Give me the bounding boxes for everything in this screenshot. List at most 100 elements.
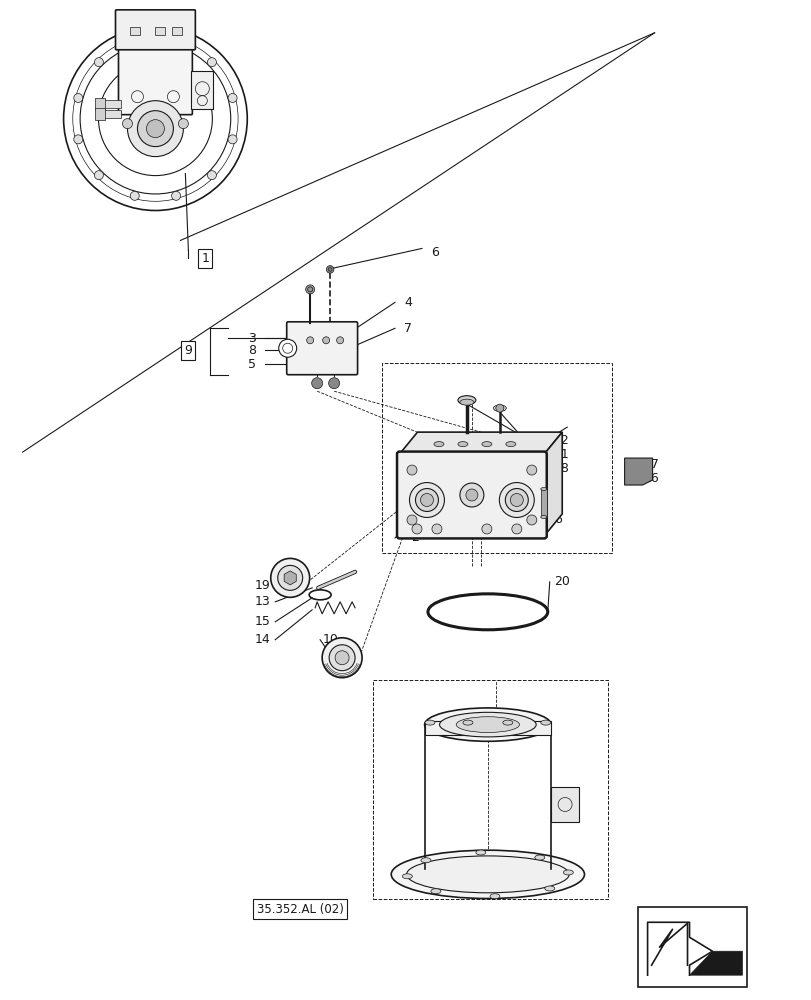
Circle shape (127, 101, 183, 157)
Text: 7: 7 (404, 322, 411, 335)
Circle shape (335, 651, 349, 665)
Circle shape (328, 645, 354, 671)
Circle shape (406, 515, 417, 525)
Bar (637, 907, 746, 987)
Ellipse shape (433, 442, 444, 447)
Bar (155, 27, 165, 35)
Circle shape (409, 483, 444, 517)
Circle shape (526, 515, 536, 525)
Text: 1: 1 (201, 252, 209, 265)
Bar (540, 489, 546, 517)
Ellipse shape (544, 886, 554, 891)
Ellipse shape (457, 396, 475, 405)
Text: 17: 17 (643, 458, 659, 471)
Bar (131, 27, 140, 35)
Circle shape (146, 120, 164, 138)
Circle shape (122, 119, 132, 129)
Circle shape (322, 638, 362, 678)
Polygon shape (689, 951, 741, 975)
Circle shape (326, 266, 333, 273)
Text: 12: 12 (553, 434, 569, 447)
Ellipse shape (475, 850, 485, 855)
Ellipse shape (493, 405, 506, 411)
Circle shape (499, 483, 534, 517)
Text: 15: 15 (254, 615, 270, 628)
Ellipse shape (540, 488, 546, 491)
Circle shape (270, 558, 309, 597)
Ellipse shape (534, 855, 544, 860)
Polygon shape (543, 432, 561, 536)
Circle shape (459, 483, 483, 507)
Text: 8: 8 (248, 344, 256, 357)
Ellipse shape (424, 708, 551, 741)
Circle shape (278, 339, 296, 357)
Circle shape (228, 93, 237, 102)
Circle shape (411, 524, 422, 534)
Circle shape (481, 524, 491, 534)
Ellipse shape (489, 894, 500, 899)
Ellipse shape (456, 717, 519, 733)
Circle shape (511, 524, 521, 534)
Circle shape (94, 58, 103, 67)
Bar (101, 100, 122, 108)
Bar (551, 787, 578, 822)
Ellipse shape (563, 870, 573, 875)
FancyBboxPatch shape (115, 10, 195, 50)
Text: 5: 5 (248, 358, 256, 371)
Polygon shape (399, 432, 561, 454)
Ellipse shape (424, 720, 435, 725)
Text: 19: 19 (254, 579, 270, 592)
Circle shape (322, 337, 329, 344)
Ellipse shape (502, 720, 513, 725)
Ellipse shape (457, 442, 467, 447)
Text: 9: 9 (184, 344, 192, 357)
Circle shape (415, 489, 438, 511)
Bar (94, 98, 105, 110)
Circle shape (171, 191, 180, 200)
Circle shape (277, 565, 303, 590)
Circle shape (496, 404, 503, 412)
Bar (372, 680, 607, 899)
Ellipse shape (540, 515, 546, 518)
Circle shape (137, 111, 174, 147)
Circle shape (307, 337, 313, 344)
Circle shape (74, 93, 83, 102)
Text: 10: 10 (322, 633, 337, 646)
Circle shape (130, 37, 139, 46)
Text: 6: 6 (553, 513, 561, 526)
Polygon shape (284, 571, 296, 585)
Polygon shape (624, 458, 652, 485)
Text: 13: 13 (254, 595, 270, 608)
Ellipse shape (391, 850, 584, 899)
Circle shape (94, 171, 103, 180)
Ellipse shape (505, 442, 515, 447)
Ellipse shape (481, 442, 491, 447)
FancyBboxPatch shape (397, 452, 546, 538)
Circle shape (228, 135, 237, 144)
Circle shape (406, 465, 417, 475)
FancyBboxPatch shape (286, 322, 357, 375)
Circle shape (328, 378, 339, 389)
Circle shape (207, 58, 217, 67)
FancyBboxPatch shape (118, 48, 192, 115)
Ellipse shape (462, 720, 472, 725)
Circle shape (420, 494, 433, 506)
Circle shape (509, 494, 522, 506)
Circle shape (337, 337, 343, 344)
Circle shape (305, 285, 315, 294)
Text: 16: 16 (643, 472, 659, 485)
Text: 11: 11 (553, 448, 569, 461)
Circle shape (526, 465, 536, 475)
Ellipse shape (459, 399, 474, 405)
Ellipse shape (406, 856, 569, 893)
Bar (94, 108, 105, 120)
Circle shape (171, 37, 180, 46)
Text: 18: 18 (553, 462, 569, 475)
Text: 4: 4 (404, 296, 411, 309)
Text: 3: 3 (248, 332, 256, 345)
Circle shape (431, 524, 441, 534)
Ellipse shape (420, 858, 431, 863)
Bar (381, 363, 611, 553)
Bar (172, 27, 182, 35)
Circle shape (74, 135, 83, 144)
